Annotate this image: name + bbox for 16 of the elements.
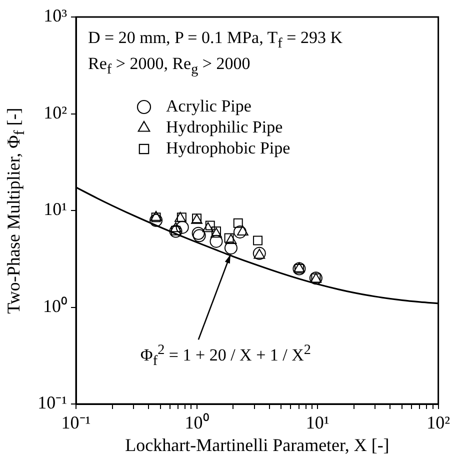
y-tick-label: 10⁰ (43, 296, 67, 316)
x-axis-title: Lockhart-Martinelli Parameter, X [-] (125, 435, 390, 455)
legend-label: Acrylic Pipe (166, 96, 252, 116)
y-tick-label: 10⁻¹ (38, 392, 67, 413)
x-tick-label: 10⁻¹ (61, 412, 91, 433)
annotation: Φ$_{f}$$^{2}$ = 1 + 20 / X + 1 / X$^{2}$ (140, 342, 311, 369)
annotation: D = 20 mm, P = 0.1 MPa, T$_{f}$ = 293 K (88, 28, 343, 52)
x-tick-label: 10¹ (306, 412, 330, 433)
annotation: Re$_{f}$ > 2000, Re$_{g}$ > 2000 (88, 54, 250, 78)
y-tick-label: 10¹ (44, 199, 67, 220)
x-tick-label: 10² (426, 412, 450, 433)
y-tick-label: 10² (44, 102, 67, 122)
legend-label: Hydrophilic Pipe (166, 117, 283, 136)
legend-label: Hydrophobic Pipe (166, 138, 290, 158)
y-tick-label: 10³ (44, 6, 68, 26)
x-tick-label: 10⁰ (184, 412, 209, 433)
